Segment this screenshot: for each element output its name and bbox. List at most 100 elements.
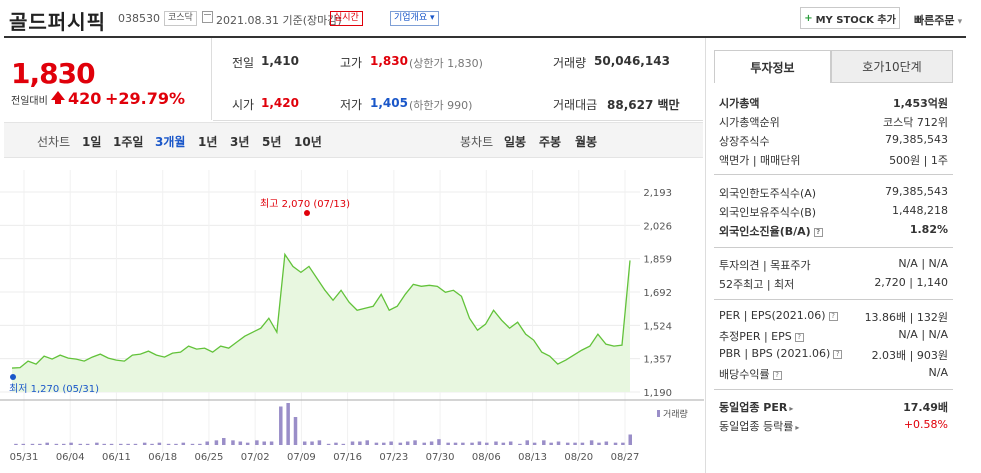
volume-bar — [102, 443, 106, 445]
volume-value: 50,046,143 — [594, 54, 670, 68]
volume-bar — [382, 442, 386, 445]
volume-bar — [85, 443, 90, 445]
volume-bar — [597, 442, 601, 445]
invest-row: 상장주식수 79,385,543 — [719, 133, 948, 149]
volume-bar — [341, 443, 346, 445]
x-tick-label: 08/06 — [472, 452, 501, 463]
invest-row-value: 1,453억원 — [892, 97, 948, 110]
tab-daily[interactable]: 일봉 — [504, 135, 527, 149]
invest-row-label-text: 배당수익률 — [719, 368, 770, 381]
help-icon[interactable]: ? — [794, 333, 804, 342]
panel-divider — [714, 389, 953, 390]
invest-row-value: 17.49배 — [903, 401, 948, 414]
invest-row-value: N/A | N/A — [898, 257, 948, 270]
quick-order-dropdown[interactable]: 빠른주문 — [914, 12, 962, 28]
realtime-button[interactable]: 실시간 — [330, 11, 363, 26]
tab-5year[interactable]: 5년 — [262, 135, 282, 149]
volume-bar — [190, 443, 195, 445]
invest-row-label: 투자의견 | 목표주가 — [719, 257, 811, 273]
tab-3month[interactable]: 3개월 — [155, 135, 186, 149]
x-tick-label: 08/27 — [611, 452, 640, 463]
volume-bar — [628, 434, 632, 445]
volume-bar — [78, 443, 83, 445]
volume-bar — [485, 442, 489, 445]
invest-row-label-text: 동일업종 PER — [719, 401, 788, 414]
prev-close-label: 전일 — [232, 56, 255, 70]
help-icon[interactable]: ? — [772, 371, 782, 380]
volume-bar — [21, 443, 26, 445]
tab-orderbook[interactable]: 호가10단계 — [831, 50, 953, 83]
tab-3year[interactable]: 3년 — [230, 135, 250, 149]
more-arrow-icon[interactable]: ▸ — [795, 423, 800, 432]
amount-label: 거래대금 — [553, 98, 598, 112]
invest-row-label: 동일업종 등락률 ▸ — [719, 418, 799, 434]
volume-bar — [166, 443, 171, 445]
stock-title: 골드퍼시픽 — [9, 10, 106, 34]
volume-bar — [38, 443, 42, 445]
volume-bar — [580, 442, 585, 445]
y-tick-label: 1,357 — [643, 355, 672, 366]
tab-1year[interactable]: 1년 — [198, 135, 218, 149]
y-axis-ticks: 2,193 2,026 1,859 1,692 1,524 1,357 1,190 — [643, 188, 672, 399]
volume-bar — [494, 441, 498, 445]
amount-value: 88,627 백만 — [607, 98, 680, 112]
volume-bar — [45, 442, 49, 445]
more-arrow-icon[interactable]: ▸ — [789, 404, 794, 413]
invest-row-label-text: 액면가 | 매매단위 — [719, 154, 801, 167]
invest-row-value: 79,385,543 — [885, 133, 948, 146]
help-icon[interactable]: ? — [833, 350, 843, 359]
volume-bar — [245, 442, 250, 445]
add-mystock-button[interactable]: + MY STOCK 추가 — [800, 7, 900, 29]
invest-row-label: PBR | BPS (2021.06)? — [719, 347, 843, 363]
volume-bar — [621, 442, 625, 445]
volume-bar — [556, 441, 561, 445]
volume-bar — [429, 441, 434, 445]
tab-10year[interactable]: 10년 — [294, 135, 322, 149]
x-tick-label: 07/30 — [426, 452, 455, 463]
invest-row: PER | EPS(2021.06)? 13.86배 | 132원 — [719, 309, 948, 325]
x-tick-label: 07/23 — [379, 452, 408, 463]
invest-row-label-text: 외국인소진율(B/A) — [719, 225, 811, 238]
x-tick-label: 06/18 — [148, 452, 177, 463]
invest-row-label-text: 추정PER | EPS — [719, 330, 792, 343]
invest-row: 52주최고 | 최저 2,720 | 1,140 — [719, 276, 948, 292]
volume-bar — [334, 442, 338, 445]
open-label: 시가 — [232, 98, 255, 112]
help-icon[interactable]: ? — [828, 312, 838, 321]
min-marker — [10, 374, 16, 380]
high-value: 1,830 — [370, 54, 408, 68]
tab-1week[interactable]: 1주일 — [113, 135, 144, 149]
lower-limit: (하한가 990) — [409, 99, 473, 112]
volume-bar — [532, 442, 537, 445]
up-arrow-icon — [51, 91, 65, 104]
invest-row-value: 2.03배 | 903원 — [871, 349, 948, 362]
invest-row-label-text: 외국인보유주식수(B) — [719, 206, 817, 219]
volume-bar — [317, 440, 322, 445]
invest-row-label: 액면가 | 매매단위 — [719, 152, 801, 168]
tab-invest-info[interactable]: 투자정보 — [714, 50, 831, 83]
stock-code: 038530 — [118, 12, 160, 25]
help-icon[interactable]: ? — [813, 228, 823, 237]
open-value: 1,420 — [261, 96, 299, 110]
volume-bar — [238, 441, 243, 445]
tab-weekly[interactable]: 주봉 — [539, 135, 562, 149]
invest-row: 추정PER | EPS? N/A | N/A — [719, 328, 948, 344]
invest-row-label: 외국인소진율(B/A)? — [719, 223, 823, 239]
x-tick-label: 07/16 — [333, 452, 362, 463]
x-axis-ticks: 05/31 06/04 06/11 06/18 06/25 07/02 07/09 07/16… — [10, 452, 640, 463]
volume-bar — [119, 443, 123, 445]
invest-panel — [705, 38, 967, 473]
company-info-dropdown[interactable]: 기업개요 ▾ — [390, 11, 439, 26]
volume-bar — [508, 441, 513, 445]
volume-bar — [398, 442, 403, 445]
price-line — [11, 252, 631, 369]
price-area — [12, 254, 630, 392]
tab-1day[interactable]: 1일 — [82, 135, 102, 149]
invest-row: 배당수익률? N/A — [719, 366, 948, 382]
volume-bar — [279, 406, 283, 445]
invest-row-label: 외국인보유주식수(B) — [719, 204, 816, 220]
volume-bar — [310, 441, 314, 445]
tab-monthly[interactable]: 월봉 — [575, 135, 598, 149]
invest-row: PBR | BPS (2021.06)? 2.03배 | 903원 — [719, 347, 948, 363]
y-tick-label: 1,524 — [643, 321, 672, 332]
